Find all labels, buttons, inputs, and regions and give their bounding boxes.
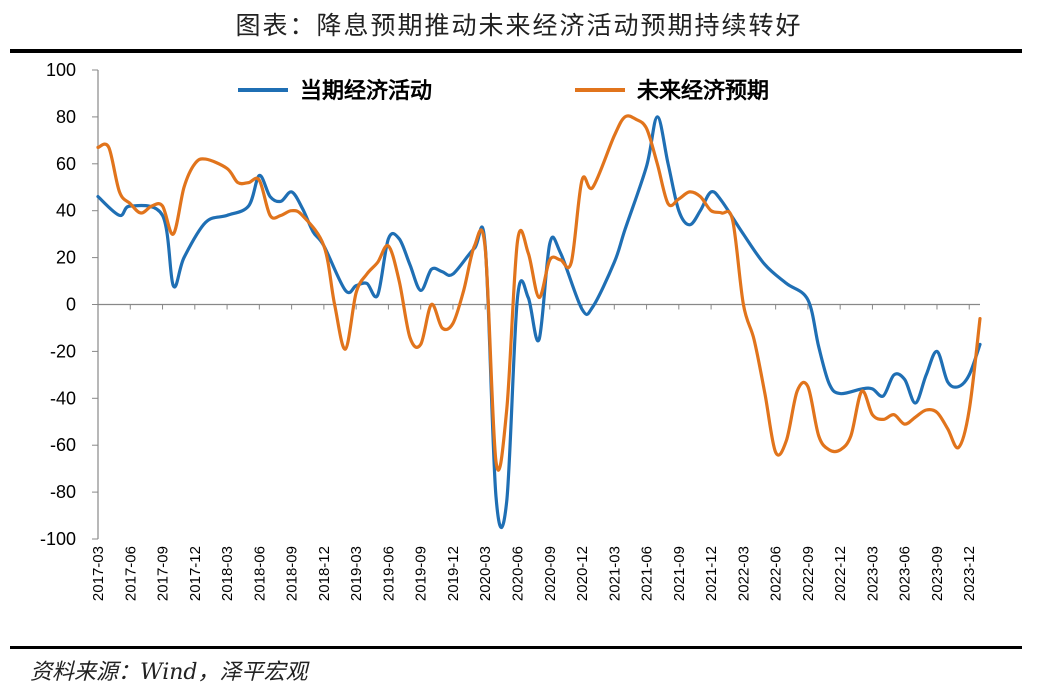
legend-label-2: 未来经济预期 bbox=[637, 78, 769, 104]
y-tick-label: 80 bbox=[56, 107, 76, 127]
x-tick-label: 2020-12 bbox=[574, 546, 591, 601]
y-tick-label: 60 bbox=[56, 154, 76, 174]
x-tick-label: 2019-09 bbox=[413, 546, 430, 601]
x-tick-label: 2022-12 bbox=[832, 546, 849, 601]
series-line-1 bbox=[96, 115, 982, 530]
x-axis-ticks: 2017-03 2017-06 2017-09 2017-12 2018-03 2018-… bbox=[90, 304, 978, 601]
legend: 当期经济活动 未来经济预期 bbox=[238, 78, 769, 104]
x-tick-label: 2023-09 bbox=[929, 546, 946, 601]
x-tick-label: 2021-12 bbox=[703, 546, 720, 601]
y-tick-label: 0 bbox=[66, 295, 76, 315]
x-tick-label: 2023-03 bbox=[864, 546, 881, 601]
x-tick-label: 2022-06 bbox=[768, 546, 785, 601]
legend-label-1: 当期经济活动 bbox=[300, 78, 432, 104]
x-tick-label: 2023-06 bbox=[897, 546, 914, 601]
source-note: 资料来源：Wind，泽平宏观 bbox=[30, 660, 308, 685]
x-tick-label: 2020-03 bbox=[477, 546, 494, 601]
axes bbox=[97, 70, 980, 539]
y-tick-label: -80 bbox=[50, 482, 76, 502]
x-tick-label: 2017-12 bbox=[187, 546, 204, 601]
x-tick-label: 2020-06 bbox=[509, 546, 526, 601]
y-tick-label: -40 bbox=[50, 388, 76, 408]
y-tick-label: 40 bbox=[56, 201, 76, 221]
x-tick-label: 2017-03 bbox=[90, 546, 107, 601]
x-tick-label: 2018-09 bbox=[284, 546, 301, 601]
y-tick-label: -60 bbox=[50, 435, 76, 455]
x-tick-label: 2022-09 bbox=[800, 546, 817, 601]
x-tick-label: 2018-06 bbox=[251, 546, 268, 601]
series-line-2 bbox=[96, 114, 982, 472]
top-rule bbox=[10, 49, 1022, 53]
x-tick-label: 2021-03 bbox=[606, 546, 623, 601]
bottom-rule bbox=[10, 646, 1022, 649]
x-tick-label: 2017-09 bbox=[155, 546, 172, 601]
x-tick-label: 2017-06 bbox=[122, 546, 139, 601]
x-tick-label: 2022-03 bbox=[735, 546, 752, 601]
y-tick-label: 100 bbox=[46, 60, 76, 80]
x-tick-label: 2020-09 bbox=[542, 546, 559, 601]
chart-title: 图表：降息预期推动未来经济活动预期持续转好 bbox=[235, 11, 803, 40]
x-tick-label: 2018-12 bbox=[316, 546, 333, 601]
x-tick-label: 2019-03 bbox=[348, 546, 365, 601]
x-tick-label: 2021-06 bbox=[639, 546, 656, 601]
x-tick-label: 2018-03 bbox=[219, 546, 236, 601]
x-tick-label: 2019-06 bbox=[380, 546, 397, 601]
y-tick-label: 20 bbox=[56, 248, 76, 268]
x-tick-label: 2019-12 bbox=[445, 546, 462, 601]
y-tick-label: -20 bbox=[50, 341, 76, 361]
series-lines bbox=[96, 114, 982, 530]
y-tick-label: -100 bbox=[40, 529, 76, 549]
y-axis-ticks: 100 80 60 40 20 0 -20 -40 -60 -80 -100 bbox=[40, 60, 98, 549]
x-tick-label: 2021-09 bbox=[671, 546, 688, 601]
x-tick-label: 2023-12 bbox=[961, 546, 978, 601]
